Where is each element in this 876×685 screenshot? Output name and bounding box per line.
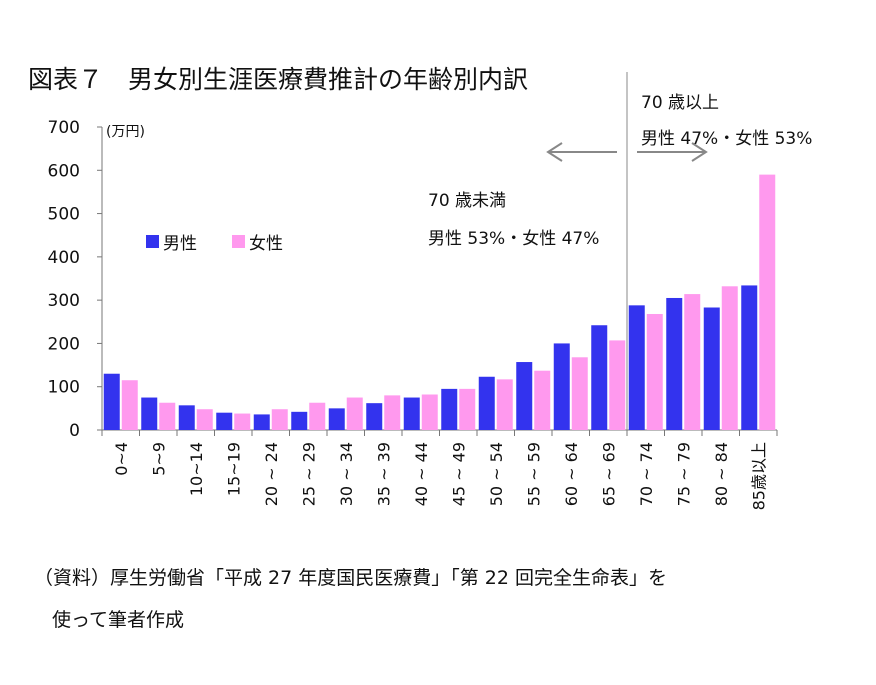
female-bar (759, 174, 776, 430)
female-bar (459, 388, 476, 430)
x-tick-label: 0~4 (112, 442, 131, 476)
x-tick-label: 20 ~ 24 (262, 442, 281, 506)
x-tick-label: 45 ~ 49 (449, 442, 468, 506)
legend-female-swatch (232, 235, 245, 248)
x-tick-label: 35 ~ 39 (374, 442, 393, 506)
male-bar (516, 362, 533, 430)
over-70-title: 70 歳以上 (641, 93, 720, 113)
y-tick-label: 300 (48, 291, 80, 311)
female-bar (571, 357, 588, 430)
male-bar (553, 343, 570, 430)
under-70-ratio: 男性 53%・女性 47% (428, 229, 600, 249)
x-tick-label: 60 ~ 64 (562, 442, 581, 506)
x-tick-label: 70 ~ 74 (637, 442, 656, 506)
male-bar (441, 388, 458, 430)
male-bar (703, 307, 720, 430)
x-tick-label: 25 ~ 29 (299, 442, 318, 506)
left-arrow (546, 142, 617, 162)
x-tick-label: 50 ~ 54 (487, 442, 506, 506)
male-bar (628, 305, 645, 430)
legend-male: 男性 (146, 229, 197, 254)
over-70-ratio: 男性 47%・女性 53% (641, 129, 813, 149)
female-bar (159, 402, 176, 430)
source-note-line1: （資料）厚生労働省「平成 27 年度国民医療費」「第 22 回完全生命表」を (34, 567, 668, 589)
y-tick-label: 700 (48, 118, 80, 138)
male-bar (103, 373, 120, 430)
female-bar (721, 286, 738, 430)
male-bar (741, 285, 758, 430)
female-bar (234, 413, 251, 430)
under-70-title: 70 歳未満 (428, 191, 507, 211)
male-bar (216, 412, 233, 430)
y-tick-label: 100 (48, 378, 80, 398)
x-tick-label: 80 ~ 84 (712, 442, 731, 506)
x-tick-label: 15~19 (224, 442, 243, 496)
x-tick-label: 30 ~ 34 (337, 442, 356, 506)
female-bar (421, 394, 438, 430)
female-bar (309, 402, 326, 430)
female-bar (196, 409, 213, 430)
bars (103, 174, 776, 430)
female-bar (684, 294, 701, 430)
y-axis: 0 100 200 300 400 500 600 700 (48, 118, 103, 441)
male-bar (253, 414, 270, 430)
x-tick-label: 65 ~ 69 (599, 442, 618, 506)
female-bar (346, 397, 363, 430)
legend-female-label: 女性 (249, 234, 283, 254)
female-bar (646, 313, 663, 430)
x-tick-label: 55 ~ 59 (524, 442, 543, 506)
legend-male-label: 男性 (163, 234, 197, 254)
male-bar (328, 408, 345, 430)
x-tick-label: 40 ~ 44 (412, 442, 431, 506)
male-bar (591, 325, 608, 430)
y-tick-label: 500 (48, 205, 80, 225)
right-arrow (637, 142, 708, 162)
y-tick-label: 400 (48, 248, 80, 268)
female-bar (609, 340, 626, 430)
source-note-line2: 使って筆者作成 (52, 609, 185, 631)
x-tick-label: 75 ~ 79 (674, 442, 693, 506)
x-tick-label: 10~14 (187, 442, 206, 496)
female-bar (534, 370, 551, 430)
male-bar (666, 297, 683, 430)
y-tick-label: 200 (48, 334, 80, 354)
male-bar (291, 411, 308, 430)
female-bar (121, 380, 138, 430)
y-axis-unit-label: (万円) (106, 124, 145, 140)
x-tick-label: 5~9 (149, 442, 168, 476)
male-bar (478, 376, 495, 430)
x-tick-label: 85歳以上 (749, 442, 768, 510)
y-tick-label: 600 (48, 161, 80, 181)
chart-title: 図表７ 男女別生涯医療費推計の年齢別内訳 (28, 65, 529, 94)
male-bar (403, 397, 420, 430)
legend-male-swatch (146, 235, 159, 248)
male-bar (366, 403, 383, 430)
male-bar (141, 397, 158, 430)
x-axis: 0~4 5~9 10~14 15~19 20 ~ 24 25 ~ 29 30 ~ 34 35 … (101, 429, 778, 510)
male-bar (178, 405, 195, 430)
female-bar (271, 409, 288, 430)
y-tick-label: 0 (69, 421, 80, 441)
legend-female: 女性 (232, 229, 283, 254)
female-bar (496, 379, 513, 430)
female-bar (384, 395, 401, 430)
